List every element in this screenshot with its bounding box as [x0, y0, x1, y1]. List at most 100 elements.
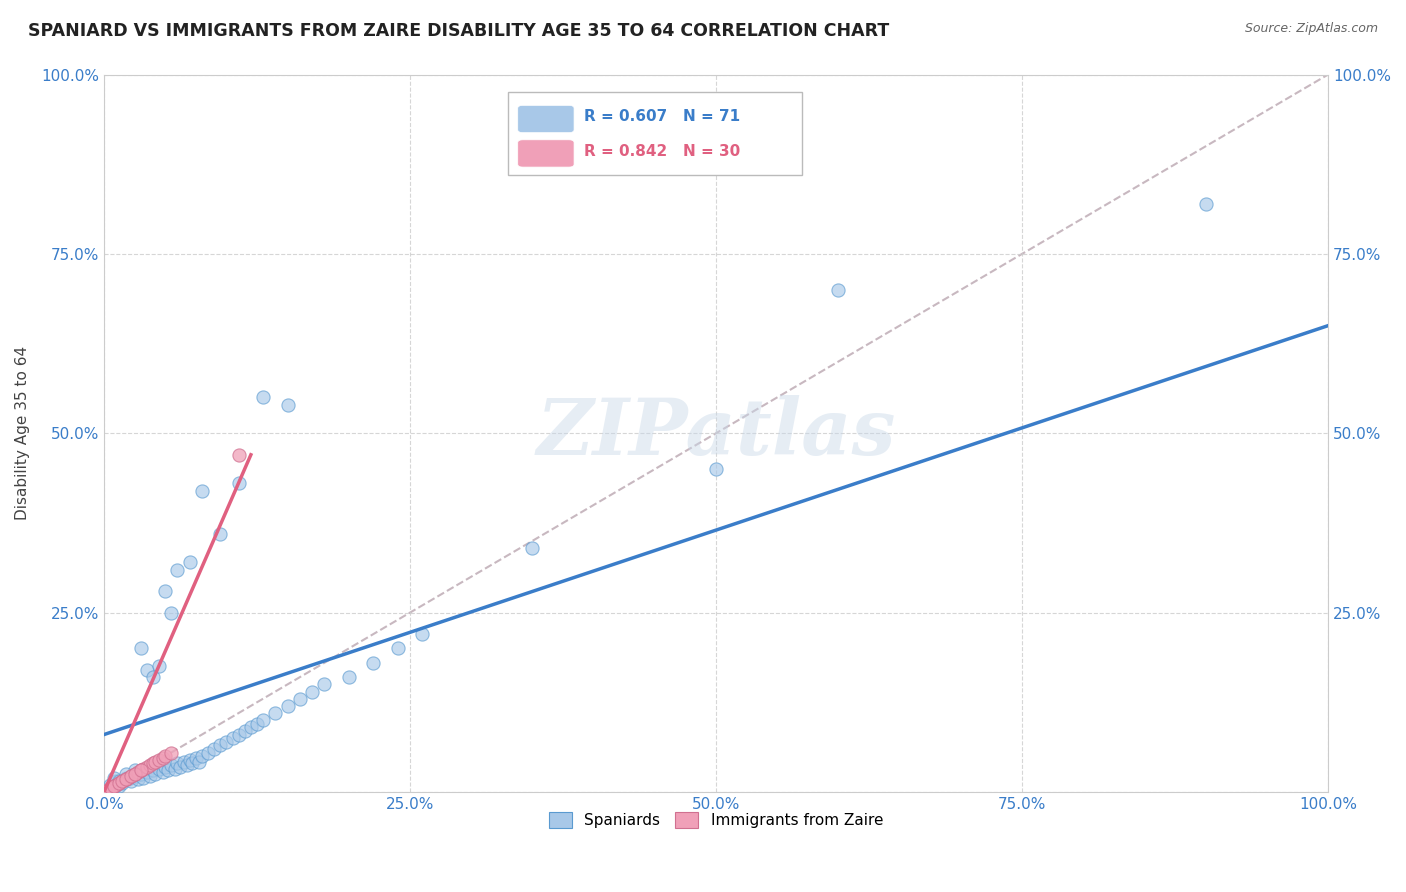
Point: [160, 757, 183, 772]
Point: [411, 627, 433, 641]
Point: [145, 755, 167, 769]
Point: [179, 753, 201, 767]
Point: [129, 764, 152, 778]
FancyBboxPatch shape: [517, 140, 574, 167]
Point: [103, 779, 125, 793]
Point: [103, 771, 125, 785]
Point: [160, 746, 183, 760]
Point: [103, 779, 125, 793]
Point: [153, 749, 176, 764]
Point: [124, 769, 146, 783]
Point: [166, 563, 188, 577]
Point: [191, 483, 214, 498]
Point: [132, 762, 155, 776]
Point: [117, 772, 139, 786]
Point: [107, 779, 129, 793]
Point: [107, 776, 129, 790]
Point: [120, 774, 142, 789]
Point: [145, 767, 167, 781]
Point: [129, 641, 152, 656]
Point: [277, 398, 299, 412]
Point: [98, 781, 121, 796]
Text: Source: ZipAtlas.com: Source: ZipAtlas.com: [1244, 22, 1378, 36]
Point: [191, 749, 214, 764]
Point: [124, 767, 146, 781]
Point: [184, 750, 207, 764]
Point: [124, 767, 146, 781]
Point: [115, 772, 138, 786]
Point: [288, 691, 311, 706]
Point: [169, 760, 191, 774]
Point: [228, 728, 250, 742]
Point: [115, 772, 138, 786]
Point: [107, 774, 129, 789]
Point: [148, 659, 170, 673]
Point: [215, 735, 238, 749]
Point: [97, 782, 120, 797]
Point: [152, 750, 174, 764]
Point: [107, 776, 129, 790]
Point: [105, 778, 128, 792]
Text: R = 0.607   N = 71: R = 0.607 N = 71: [583, 110, 740, 124]
Point: [209, 739, 232, 753]
Point: [129, 764, 152, 778]
Point: [197, 746, 219, 760]
Point: [148, 753, 170, 767]
Point: [124, 764, 146, 778]
Point: [522, 541, 544, 555]
Point: [105, 774, 128, 789]
Point: [337, 670, 360, 684]
Point: [264, 706, 287, 720]
Point: [163, 762, 186, 776]
Point: [704, 462, 727, 476]
Point: [166, 756, 188, 771]
Point: [153, 584, 176, 599]
Point: [98, 778, 121, 792]
Point: [156, 764, 179, 778]
Point: [135, 663, 157, 677]
Point: [233, 723, 256, 738]
Point: [120, 769, 142, 783]
Text: SPANIARD VS IMMIGRANTS FROM ZAIRE DISABILITY AGE 35 TO 64 CORRELATION CHART: SPANIARD VS IMMIGRANTS FROM ZAIRE DISABI…: [28, 22, 890, 40]
Point: [153, 760, 176, 774]
Point: [209, 526, 232, 541]
Point: [173, 755, 195, 769]
Text: ZIPatlas: ZIPatlas: [536, 395, 896, 472]
Point: [111, 774, 134, 789]
Point: [277, 698, 299, 713]
Point: [176, 757, 198, 772]
Point: [361, 656, 384, 670]
Point: [221, 731, 243, 746]
Point: [142, 764, 165, 778]
FancyBboxPatch shape: [517, 105, 574, 133]
Point: [246, 716, 269, 731]
Point: [202, 742, 225, 756]
Point: [127, 764, 149, 779]
Point: [228, 476, 250, 491]
Point: [239, 720, 262, 734]
Point: [127, 772, 149, 786]
Point: [135, 764, 157, 779]
Point: [188, 755, 211, 769]
Point: [115, 771, 138, 785]
Point: [115, 767, 138, 781]
Point: [139, 757, 162, 772]
Point: [152, 764, 174, 779]
Point: [111, 774, 134, 789]
Point: [160, 606, 183, 620]
Point: [117, 771, 139, 785]
Text: R = 0.842   N = 30: R = 0.842 N = 30: [583, 144, 740, 159]
Point: [252, 390, 274, 404]
Point: [301, 684, 323, 698]
Point: [139, 769, 162, 783]
Legend: Spaniards, Immigrants from Zaire: Spaniards, Immigrants from Zaire: [543, 806, 889, 835]
Point: [148, 762, 170, 776]
Point: [387, 641, 409, 656]
Point: [135, 760, 157, 774]
Y-axis label: Disability Age 35 to 64: Disability Age 35 to 64: [15, 346, 30, 520]
Point: [179, 555, 201, 569]
Point: [142, 670, 165, 684]
Point: [103, 781, 125, 796]
Point: [132, 771, 155, 785]
Point: [111, 776, 134, 790]
